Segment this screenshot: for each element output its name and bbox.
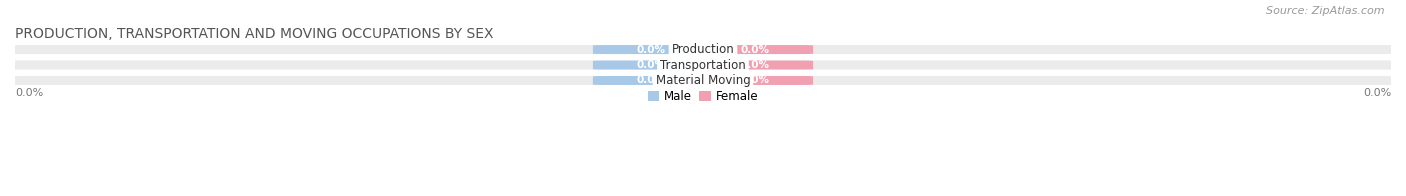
FancyBboxPatch shape xyxy=(696,61,813,70)
Text: 0.0%: 0.0% xyxy=(740,75,769,85)
Text: 0.0%: 0.0% xyxy=(637,44,666,54)
Text: Production: Production xyxy=(672,43,734,56)
FancyBboxPatch shape xyxy=(1,60,1405,70)
Text: 0.0%: 0.0% xyxy=(740,60,769,70)
FancyBboxPatch shape xyxy=(593,61,710,70)
FancyBboxPatch shape xyxy=(593,45,710,54)
Text: Material Moving: Material Moving xyxy=(655,74,751,87)
FancyBboxPatch shape xyxy=(696,76,813,85)
FancyBboxPatch shape xyxy=(696,45,813,54)
Text: 0.0%: 0.0% xyxy=(1362,88,1391,98)
Text: Transportation: Transportation xyxy=(661,59,745,72)
Text: 0.0%: 0.0% xyxy=(740,44,769,54)
Text: 0.0%: 0.0% xyxy=(15,88,44,98)
Text: Source: ZipAtlas.com: Source: ZipAtlas.com xyxy=(1267,6,1385,16)
Text: 0.0%: 0.0% xyxy=(637,60,666,70)
FancyBboxPatch shape xyxy=(1,75,1405,86)
Text: 0.0%: 0.0% xyxy=(637,75,666,85)
Text: PRODUCTION, TRANSPORTATION AND MOVING OCCUPATIONS BY SEX: PRODUCTION, TRANSPORTATION AND MOVING OC… xyxy=(15,27,494,41)
Legend: Male, Female: Male, Female xyxy=(643,85,763,108)
FancyBboxPatch shape xyxy=(1,44,1405,55)
FancyBboxPatch shape xyxy=(593,76,710,85)
